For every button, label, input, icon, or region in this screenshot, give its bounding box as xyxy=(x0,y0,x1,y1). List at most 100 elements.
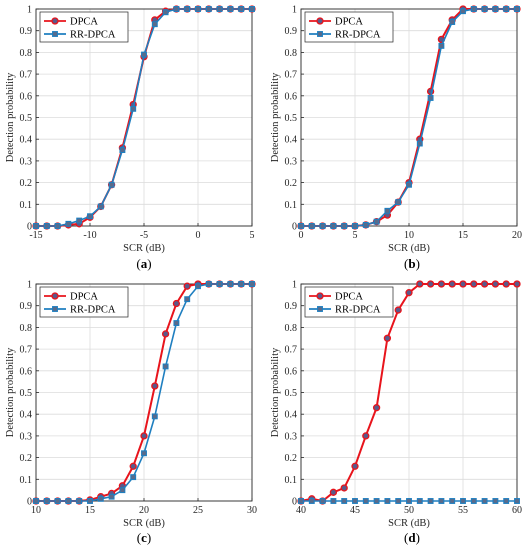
data-point xyxy=(481,6,488,12)
data-point xyxy=(427,498,434,504)
data-point xyxy=(195,6,201,12)
x-axis-label: SCR (dB) xyxy=(388,243,430,254)
legend-marker xyxy=(51,292,59,300)
data-point xyxy=(460,8,466,15)
x-tick-label: 20 xyxy=(512,230,522,241)
data-point xyxy=(238,6,245,12)
data-point xyxy=(330,223,337,229)
series-dpca xyxy=(297,280,521,505)
data-point xyxy=(362,221,369,228)
series-rr-dpca xyxy=(298,6,520,229)
legend-marker xyxy=(52,31,58,37)
y-axis-label: Detection probability xyxy=(5,347,16,437)
data-point xyxy=(140,432,148,440)
x-tick-label: 15 xyxy=(458,230,468,241)
data-point xyxy=(460,498,466,504)
y-tick-label: 0.2 xyxy=(285,453,298,464)
data-point xyxy=(503,498,510,504)
data-point xyxy=(427,95,434,101)
data-point xyxy=(172,299,181,308)
data-point xyxy=(173,6,180,12)
panel-caption-letter: b xyxy=(408,256,416,271)
data-point xyxy=(362,498,369,504)
y-tick-label: 0.9 xyxy=(20,301,33,312)
data-point xyxy=(405,289,413,297)
legend: DPCA RR-DPCA xyxy=(39,11,129,43)
y-tick-label: 0.5 xyxy=(285,113,298,124)
x-tick-label: 55 xyxy=(458,505,468,516)
y-tick-label: 0.3 xyxy=(20,156,33,167)
series-rr-dpca xyxy=(33,281,255,504)
y-tick-label: 0.6 xyxy=(285,91,298,102)
y-tick-label: 0.9 xyxy=(285,26,298,37)
x-tick-label: 25 xyxy=(193,505,203,516)
data-point xyxy=(87,213,93,220)
data-point xyxy=(372,404,381,412)
y-tick-label: 0.7 xyxy=(20,345,33,356)
data-point xyxy=(33,498,39,504)
data-point xyxy=(481,498,488,504)
data-point xyxy=(449,19,456,25)
data-point xyxy=(308,223,315,229)
x-tick-label: 20 xyxy=(139,505,149,516)
data-point xyxy=(97,203,104,210)
x-tick-label: 30 xyxy=(247,505,257,516)
y-tick-label: 0.8 xyxy=(285,323,298,334)
data-point xyxy=(108,181,115,188)
y-tick-label: 0.4 xyxy=(285,410,298,421)
y-tick-label: 0.6 xyxy=(20,366,33,377)
data-point xyxy=(184,296,191,303)
y-tick-label: 1 xyxy=(292,5,297,16)
chart-c-svg: 10 15 20 25 30 0 0.1 0.2 0.3 0.4 0.5 0.6 0.7 0.8 0.9 1 S… xyxy=(5,280,257,530)
y-tick-label: 0.2 xyxy=(20,453,33,464)
data-point xyxy=(384,498,391,504)
x-axis-label: SCR (dB) xyxy=(388,518,430,529)
y-tick-label: 0.4 xyxy=(20,135,33,146)
data-point xyxy=(449,498,456,504)
data-point xyxy=(205,281,212,287)
legend-box xyxy=(304,11,394,43)
data-point xyxy=(470,6,477,12)
series-rr-dpca xyxy=(298,498,520,504)
data-point xyxy=(308,498,315,504)
chart-panel-b: 0 5 10 15 20 0 0.1 0.2 0.3 0.4 0.5 0.6 0.7 0.8 0.9 1 SCR… xyxy=(265,0,530,255)
data-point xyxy=(87,498,93,504)
y-axis-ticks: 0 0.1 0.2 0.3 0.4 0.5 0.6 0.7 0.8 0.9 1 xyxy=(285,5,304,233)
y-tick-label: 0.5 xyxy=(20,388,33,399)
legend-marker xyxy=(316,17,324,25)
data-point xyxy=(151,21,158,28)
y-tick-label: 0.1 xyxy=(20,475,33,486)
data-point xyxy=(426,280,435,288)
y-tick-label: 0.1 xyxy=(285,475,298,486)
x-tick-label: 10 xyxy=(404,230,414,241)
data-point xyxy=(491,280,500,288)
data-point xyxy=(341,498,348,504)
y-tick-label: 0.5 xyxy=(285,388,298,399)
data-point xyxy=(416,280,424,288)
legend-marker xyxy=(317,306,323,312)
data-point xyxy=(395,498,402,504)
y-tick-label: 0.2 xyxy=(285,178,298,189)
panel-caption-b: (b) xyxy=(404,256,420,271)
data-point xyxy=(43,223,50,229)
x-tick-label: 15 xyxy=(85,505,95,516)
legend-label: RR-DPCA xyxy=(335,30,381,41)
data-point xyxy=(351,462,359,470)
data-point xyxy=(97,495,104,502)
data-point xyxy=(205,6,212,12)
data-point xyxy=(395,199,402,206)
data-point xyxy=(195,283,201,290)
x-tick-label: 10 xyxy=(31,505,41,516)
data-point xyxy=(503,6,510,12)
data-point xyxy=(184,6,191,12)
data-point xyxy=(330,498,337,504)
y-tick-label: 0.4 xyxy=(20,410,33,421)
data-point xyxy=(373,498,380,504)
panel-caption-letter: a xyxy=(140,256,148,271)
y-tick-label: 0 xyxy=(292,222,297,233)
x-axis-ticks: -15 -10 -5 0 5 xyxy=(29,223,255,241)
data-point xyxy=(513,280,521,288)
legend-label: DPCA xyxy=(335,17,363,28)
data-point xyxy=(394,306,402,314)
y-tick-label: 0.9 xyxy=(285,301,298,312)
